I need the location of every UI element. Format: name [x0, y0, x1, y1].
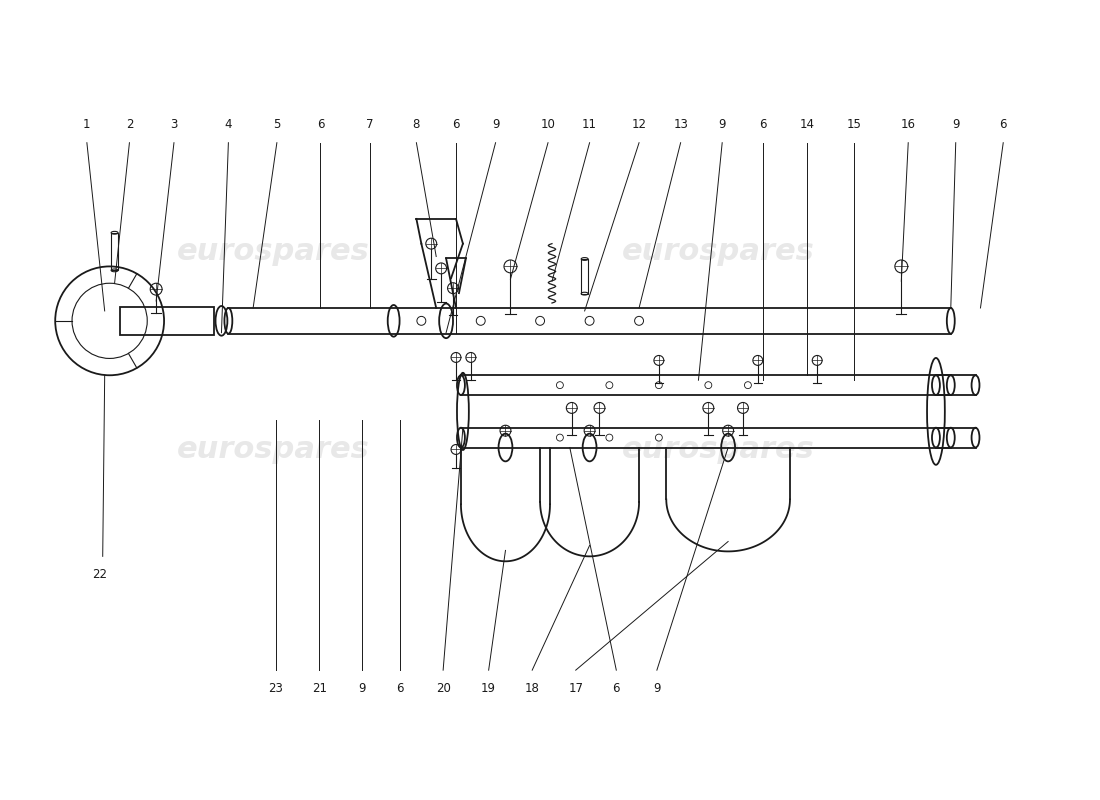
Text: 5: 5 [273, 118, 280, 131]
Text: 6: 6 [317, 118, 324, 131]
Text: 18: 18 [525, 682, 540, 695]
Text: 20: 20 [436, 682, 451, 695]
Text: 9: 9 [359, 682, 365, 695]
Text: 21: 21 [312, 682, 327, 695]
Text: 14: 14 [800, 118, 815, 131]
Text: 11: 11 [582, 118, 597, 131]
Text: 10: 10 [540, 118, 556, 131]
Text: 1: 1 [84, 118, 90, 131]
Text: 6: 6 [396, 682, 404, 695]
Text: 13: 13 [673, 118, 689, 131]
Text: 15: 15 [846, 118, 861, 131]
Text: 8: 8 [412, 118, 420, 131]
Text: 6: 6 [759, 118, 767, 131]
Text: 9: 9 [653, 682, 661, 695]
Text: 9: 9 [718, 118, 726, 131]
Text: 16: 16 [901, 118, 915, 131]
Text: eurospares: eurospares [621, 237, 815, 266]
Text: 6: 6 [452, 118, 460, 131]
Text: eurospares: eurospares [176, 435, 370, 464]
Text: 4: 4 [224, 118, 232, 131]
Text: 12: 12 [631, 118, 647, 131]
Text: eurospares: eurospares [176, 237, 370, 266]
Text: 9: 9 [952, 118, 959, 131]
Text: 23: 23 [268, 682, 284, 695]
Text: 22: 22 [92, 568, 107, 582]
Text: 6: 6 [613, 682, 620, 695]
Text: 3: 3 [170, 118, 177, 131]
Text: 17: 17 [569, 682, 583, 695]
Text: 2: 2 [125, 118, 133, 131]
Text: 19: 19 [481, 682, 496, 695]
Text: 7: 7 [366, 118, 374, 131]
Text: eurospares: eurospares [621, 435, 815, 464]
Text: 9: 9 [492, 118, 499, 131]
Text: 6: 6 [1000, 118, 1006, 131]
